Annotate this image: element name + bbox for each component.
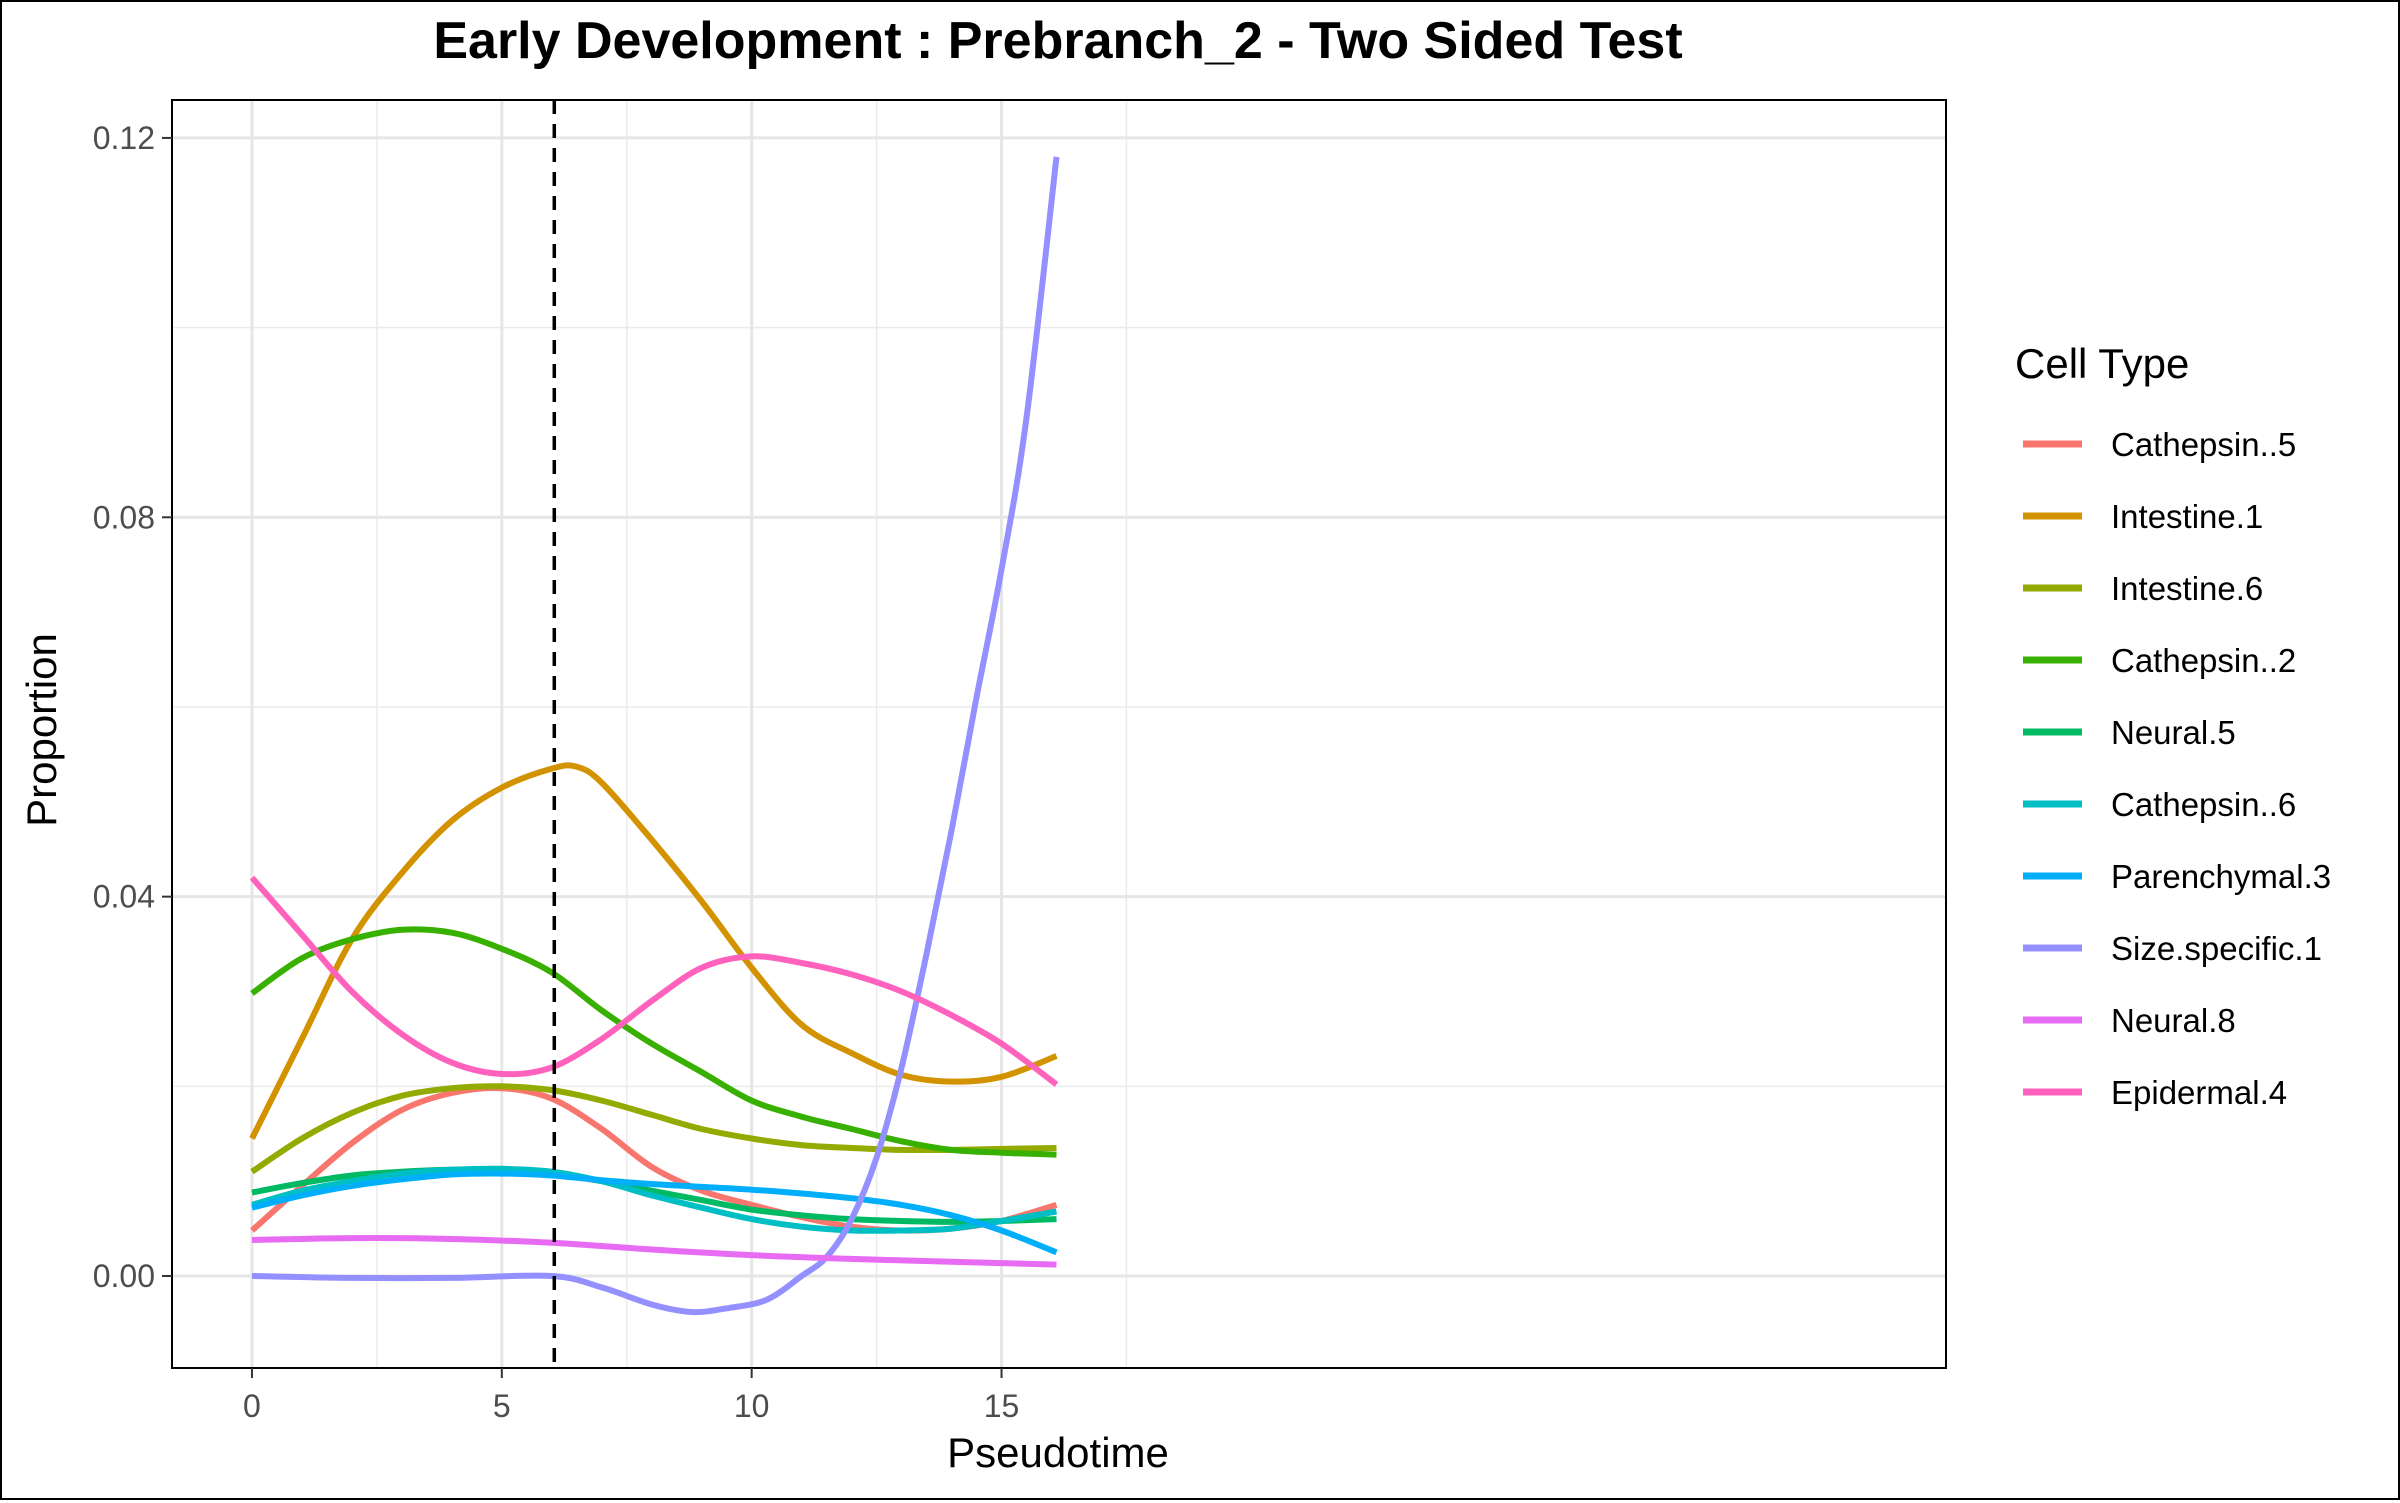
x-axis-label: Pseudotime [947,1429,1169,1476]
chart-title: Early Development : Prebranch_2 - Two Si… [433,12,1682,70]
series-line-intestine-1 [249,762,1058,1140]
legend-label-neural-5: Neural.5 [2111,714,2236,751]
y-tick-label: 0.08 [93,499,155,535]
legend-label-cathepsin-2: Cathepsin..2 [2111,642,2296,679]
plot-panel-border [171,99,1947,1369]
legend-label-epidermal-4: Epidermal.4 [2111,1074,2287,1111]
series-lines [249,156,1060,1316]
series-line-size-specific-1 [251,156,1060,1316]
legend-label-intestine-1: Intestine.1 [2111,498,2263,535]
series-line-epidermal-4 [249,875,1059,1087]
y-axis-label: Proportion [18,633,65,827]
series-line-cathepsin-6 [251,1165,1058,1234]
x-tick-label: 0 [243,1388,261,1424]
legend-label-intestine-6: Intestine.6 [2111,570,2263,607]
series-line-cathepsin-2 [250,926,1057,1158]
legend-label-cathepsin-6: Cathepsin..6 [2111,786,2296,823]
legend-label-parenchymal-3: Parenchymal.3 [2111,858,2331,895]
x-tick-label: 15 [984,1388,1020,1424]
legend: Cell Type Cathepsin..5 Intestine.1 Intesti… [2015,340,2331,1111]
x-tick-label: 10 [734,1388,770,1424]
y-tick-label: 0.04 [93,879,155,915]
series-line-parenchymal-3 [251,1170,1058,1256]
legend-label-size-specific-1: Size.specific.1 [2111,930,2322,967]
legend-label-neural-8: Neural.8 [2111,1002,2236,1039]
legend-label-cathepsin-5: Cathepsin..5 [2111,426,2296,463]
x-tick-label: 5 [493,1388,511,1424]
series-line-intestine-6 [250,1083,1057,1175]
y-axis-ticks: 0.00 0.04 0.08 0.12 [93,120,172,1294]
series-line-neural-8 [251,1235,1057,1268]
y-tick-label: 0.12 [93,120,155,156]
y-tick-label: 0.00 [93,1258,155,1294]
x-axis-ticks: 0 5 10 15 [243,1368,1019,1424]
legend-title: Cell Type [2015,340,2189,387]
